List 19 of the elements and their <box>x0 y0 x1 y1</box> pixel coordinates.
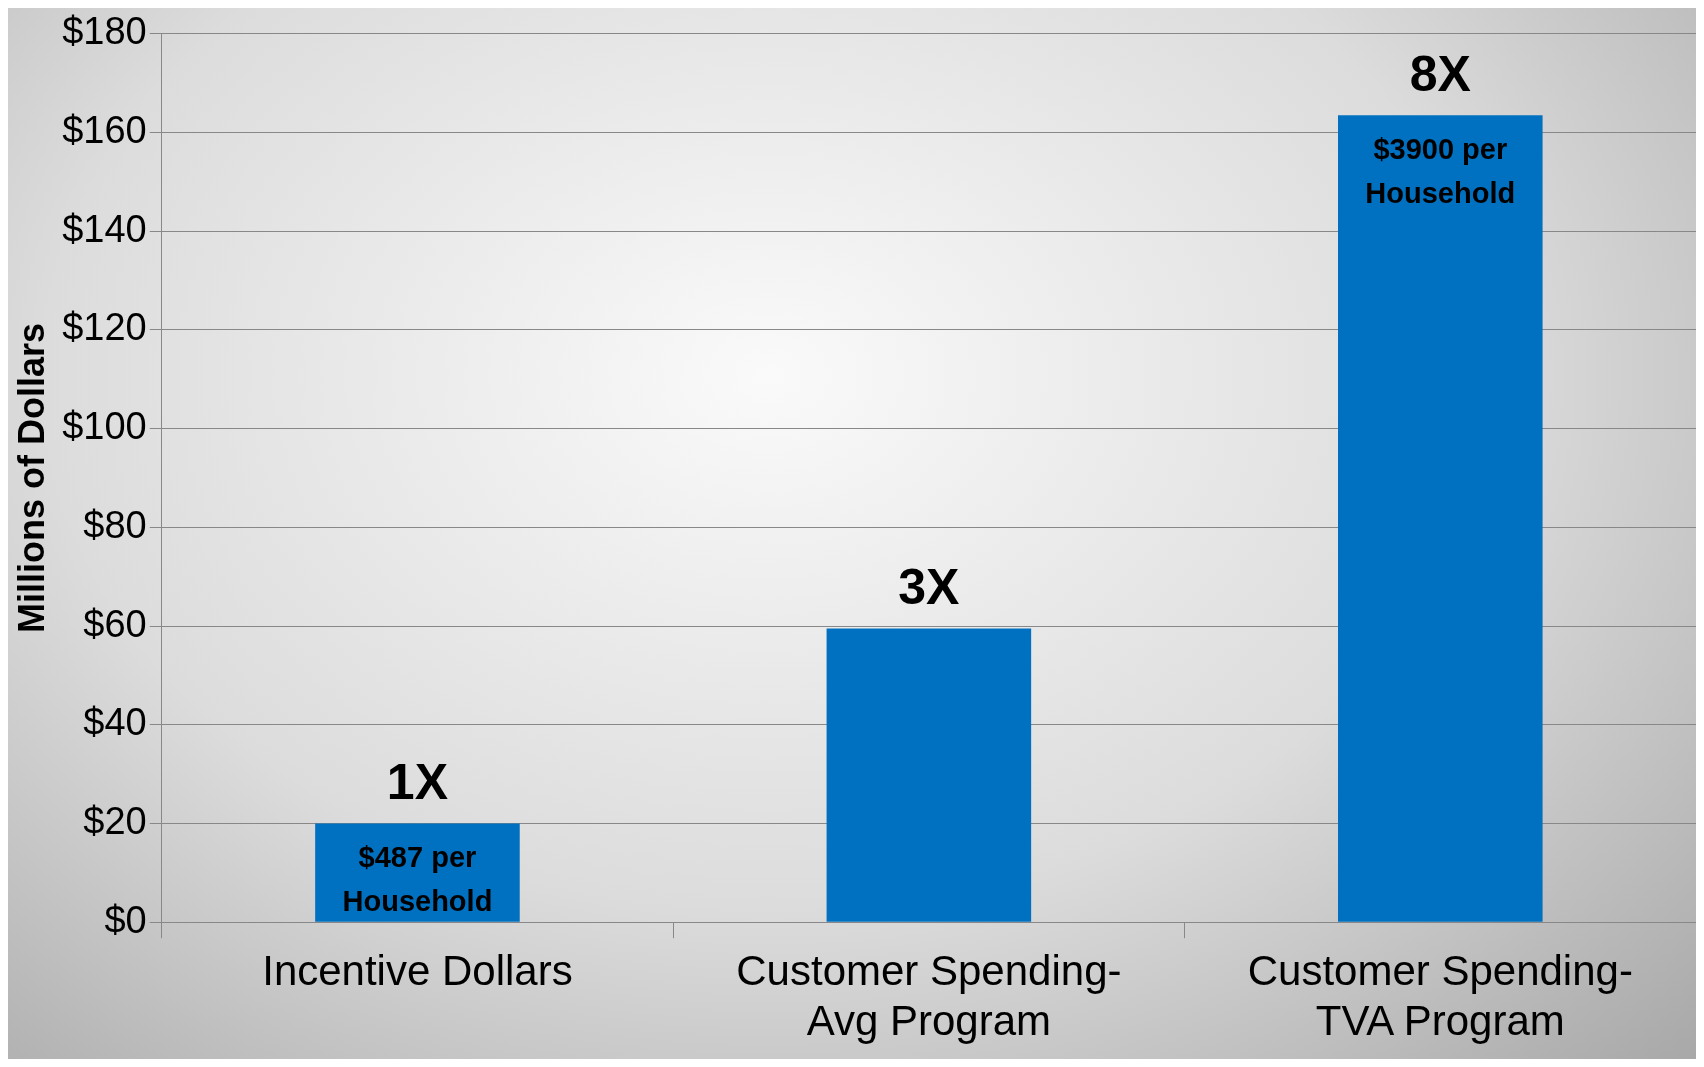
y-tick-label: $0 <box>104 898 147 941</box>
y-tick-label: $20 <box>83 799 147 842</box>
annotation: 1X <box>386 754 449 811</box>
x-tick-label: Customer Spending-Avg Program <box>736 946 1122 1045</box>
annotation: 3X <box>898 559 960 616</box>
y-tick-label: $80 <box>83 503 147 546</box>
y-axis-title: Millions of Dollars <box>10 322 52 634</box>
y-tick-label: $40 <box>83 701 147 744</box>
y-tick-label: $60 <box>83 602 147 645</box>
annotation: $487 per Household <box>342 841 493 918</box>
annotation: 8X <box>1409 46 1471 103</box>
x-tick-label: Incentive Dollars <box>262 946 573 994</box>
x-tick-label: Customer Spending-TVA Program <box>1247 946 1633 1045</box>
y-tick-label: $160 <box>62 109 147 151</box>
y-tick-label: $100 <box>62 405 147 448</box>
y-tick-label: $120 <box>62 306 147 349</box>
annotation: $3900 per Household <box>1365 133 1516 210</box>
y-tick-label: $140 <box>62 207 147 250</box>
y-tick-label: $180 <box>62 10 147 53</box>
